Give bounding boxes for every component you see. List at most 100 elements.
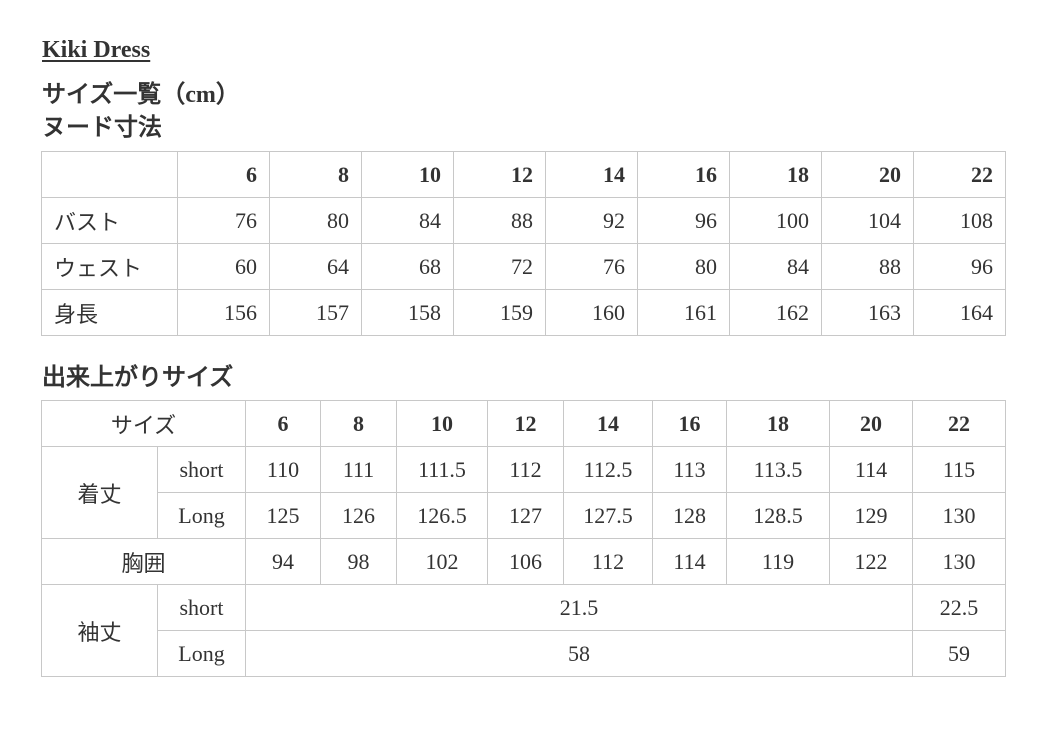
size-header: 18 <box>726 400 830 447</box>
chest-label: 胸囲 <box>41 538 246 585</box>
value-cell: 112.5 <box>563 446 653 493</box>
row-label: ウェスト <box>41 243 178 290</box>
value-cell: 84 <box>361 197 454 244</box>
long-label: Long <box>157 492 246 539</box>
value-cell: 122 <box>829 538 913 585</box>
value-cell: 96 <box>913 243 1006 290</box>
value-cell: 164 <box>913 289 1006 336</box>
size-header: 8 <box>269 151 362 198</box>
value-cell: 156 <box>177 289 270 336</box>
value-cell: 127 <box>487 492 564 539</box>
value-cell: 162 <box>729 289 822 336</box>
value-cell: 80 <box>637 243 730 290</box>
value-cell: 129 <box>829 492 913 539</box>
value-cell: 92 <box>545 197 638 244</box>
length-long-row: Long 125 126 126.5 127 127.5 128 128.5 129 130 <box>42 492 1006 539</box>
empty-cell <box>41 151 178 198</box>
value-cell: 102 <box>396 538 488 585</box>
value-cell: 130 <box>912 538 1006 585</box>
finished-size-table: サイズ 6 8 10 12 14 16 18 20 22 着丈 short 110 111 111.… <box>41 400 1006 677</box>
document-title: Kiki Dress <box>42 37 151 63</box>
value-cell: 161 <box>637 289 730 336</box>
value-cell: 126.5 <box>396 492 488 539</box>
header-row: 6 8 10 12 14 16 18 20 22 <box>41 151 1006 198</box>
sleeve-short-value: 21.5 <box>245 584 913 631</box>
size-list-heading: サイズ一覧（cm） <box>42 82 240 108</box>
length-short-row: 着丈 short 110 111 111.5 112 112.5 113 113.5 114 1… <box>41 446 1006 539</box>
value-cell: 114 <box>829 446 913 493</box>
value-cell: 158 <box>361 289 454 336</box>
value-cell: 60 <box>177 243 270 290</box>
sleeve-label: 袖丈 <box>41 584 158 677</box>
chest-row: 胸囲 94 98 102 106 112 114 119 122 130 <box>41 538 1006 585</box>
value-cell: 126 <box>320 492 397 539</box>
value-cell: 112 <box>563 538 653 585</box>
value-cell: 108 <box>913 197 1006 244</box>
value-cell: 76 <box>545 243 638 290</box>
value-cell: 96 <box>637 197 730 244</box>
size-header: 16 <box>637 151 730 198</box>
value-cell: 128 <box>652 492 727 539</box>
size-header: 22 <box>912 400 1006 447</box>
size-header: 20 <box>829 400 913 447</box>
size-label: サイズ <box>41 400 246 447</box>
size-header: 14 <box>545 151 638 198</box>
value-cell: 119 <box>726 538 830 585</box>
value-cell: 159 <box>453 289 546 336</box>
value-cell: 111.5 <box>396 446 488 493</box>
size-header: 12 <box>487 400 564 447</box>
size-header: 18 <box>729 151 822 198</box>
size-header: 16 <box>652 400 727 447</box>
size-header: 8 <box>320 400 397 447</box>
length-label: 着丈 <box>41 446 158 539</box>
nude-measurements-table: 6 8 10 12 14 16 18 20 22 バスト 76 80 84 88 92 96 100 104 108… <box>41 151 1006 336</box>
value-cell: 104 <box>821 197 914 244</box>
value-cell: 106 <box>487 538 564 585</box>
table-row: バスト 76 80 84 88 92 96 100 104 108 <box>41 197 1006 244</box>
sleeve-long-value-22: 59 <box>912 630 1006 677</box>
value-cell: 111 <box>320 446 397 493</box>
value-cell: 128.5 <box>726 492 830 539</box>
value-cell: 88 <box>821 243 914 290</box>
header-row: サイズ 6 8 10 12 14 16 18 20 22 <box>41 400 1006 447</box>
value-cell: 64 <box>269 243 362 290</box>
sleeve-short-value-22: 22.5 <box>912 584 1006 631</box>
sleeve-long-row: Long 58 59 <box>42 630 1006 677</box>
short-label: short <box>157 446 246 493</box>
value-cell: 84 <box>729 243 822 290</box>
size-header: 6 <box>177 151 270 198</box>
value-cell: 72 <box>453 243 546 290</box>
value-cell: 112 <box>487 446 564 493</box>
row-label: バスト <box>41 197 178 244</box>
size-header: 12 <box>453 151 546 198</box>
value-cell: 160 <box>545 289 638 336</box>
size-header: 10 <box>396 400 488 447</box>
value-cell: 113.5 <box>726 446 830 493</box>
value-cell: 98 <box>320 538 397 585</box>
table-row: 身長 156 157 158 159 160 161 162 163 164 <box>41 289 1006 336</box>
short-label: short <box>157 584 246 631</box>
long-label: Long <box>157 630 246 677</box>
nude-measurements-heading: ヌード寸法 <box>42 115 162 141</box>
sleeve-short-row: 袖丈 short 21.5 22.5 <box>41 584 1006 677</box>
value-cell: 100 <box>729 197 822 244</box>
table-row: ウェスト 60 64 68 72 76 80 84 88 96 <box>41 243 1006 290</box>
sleeve-long-value: 58 <box>245 630 913 677</box>
size-header: 14 <box>563 400 653 447</box>
size-header: 22 <box>913 151 1006 198</box>
value-cell: 80 <box>269 197 362 244</box>
value-cell: 110 <box>245 446 321 493</box>
size-header: 6 <box>245 400 321 447</box>
size-header: 10 <box>361 151 454 198</box>
value-cell: 127.5 <box>563 492 653 539</box>
value-cell: 94 <box>245 538 321 585</box>
value-cell: 130 <box>912 492 1006 539</box>
value-cell: 125 <box>245 492 321 539</box>
value-cell: 163 <box>821 289 914 336</box>
value-cell: 113 <box>652 446 727 493</box>
value-cell: 76 <box>177 197 270 244</box>
value-cell: 114 <box>652 538 727 585</box>
size-header: 20 <box>821 151 914 198</box>
finished-size-heading: 出来上がりサイズ <box>42 365 234 391</box>
value-cell: 115 <box>912 446 1006 493</box>
